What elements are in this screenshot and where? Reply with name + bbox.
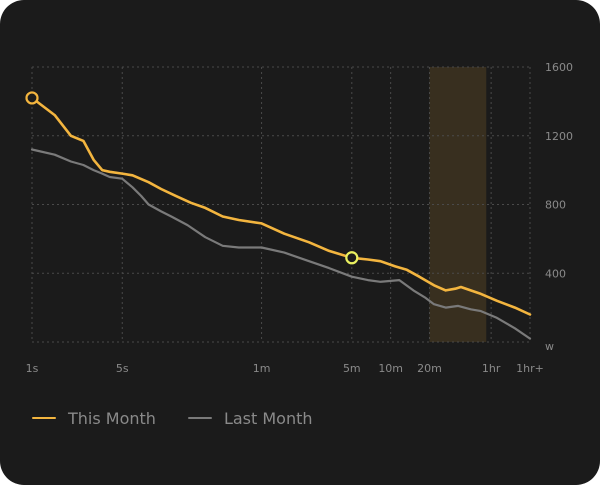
x-tick-label-4: 10m [378, 362, 403, 375]
legend-item-this-month[interactable]: This Month [32, 409, 156, 428]
legend-item-last-month[interactable]: Last Month [187, 408, 313, 428]
x-tick-label-3: 5m [343, 362, 361, 375]
legend-swatch-this-month [32, 417, 56, 419]
y-tick-label-0: 400 [545, 267, 566, 280]
legend-swatch-last-month [187, 417, 212, 419]
x-tick-label-2: 1m [253, 362, 271, 375]
y-tick-label-3: 1600 [545, 61, 573, 74]
legend-label-this-month: This Month [68, 408, 156, 428]
x-tick-label-0: 1s [26, 362, 39, 375]
y-unit-label: w [545, 340, 554, 353]
point-marker-1 [345, 251, 359, 265]
x-tick-label-5: 20m [417, 362, 442, 375]
y-tick-label-2: 1200 [545, 130, 573, 143]
legend-label-last-month: Last Month [223, 408, 313, 428]
x-tick-label-1: 5s [116, 362, 129, 375]
series-line-this-month [30, 96, 532, 316]
x-tick-label-7: 1hr+ [516, 362, 544, 375]
point-marker-0 [25, 91, 39, 105]
y-tick-label-1: 800 [545, 199, 566, 212]
legend: This Month Last Month [32, 404, 313, 432]
series-line-last-month [30, 148, 532, 340]
x-tick-label-6: 1hr [482, 362, 501, 375]
